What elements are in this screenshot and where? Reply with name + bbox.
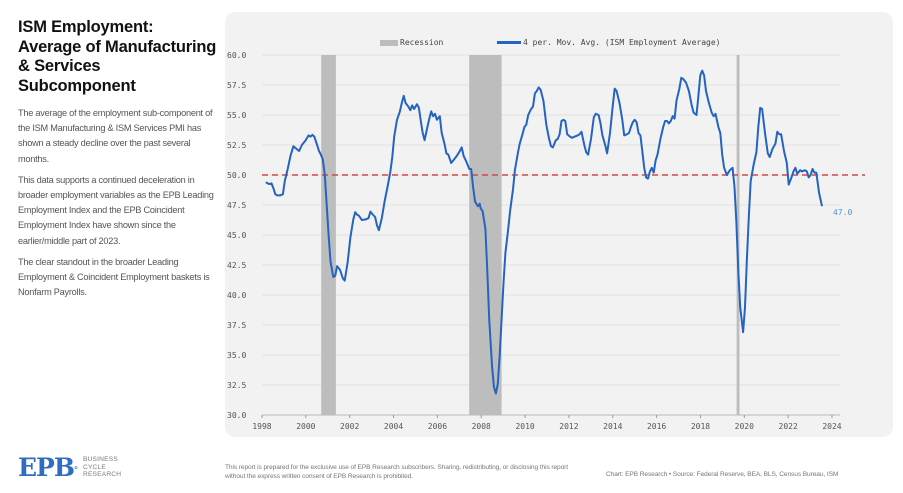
y-tick-label: 55.0 <box>227 111 246 120</box>
x-tick-label: 2010 <box>515 422 534 431</box>
chart-panel: Recession 4 per. Mov. Avg. (ISM Employme… <box>225 12 893 437</box>
description-paragraph-1: The average of the employment sub-compon… <box>18 108 213 164</box>
legend-label-series: 4 per. Mov. Avg. (ISM Employment Average… <box>523 38 721 47</box>
x-tick-label: 2020 <box>735 422 754 431</box>
last-value-label: 47.0 <box>833 208 852 217</box>
x-tick-label: 1998 <box>252 422 271 431</box>
x-tick-label: 2000 <box>296 422 315 431</box>
legend-item-recession: Recession <box>380 38 443 47</box>
y-tick-label: 32.5 <box>227 381 246 390</box>
page-title: ISM Employment: Average of Manufacturing… <box>18 18 217 95</box>
description-paragraph-2: This data supports a continued decelerat… <box>18 174 214 246</box>
series-line-ism-employment <box>265 69 823 395</box>
legend-label-recession: Recession <box>400 38 444 47</box>
source-text: Chart: EPB Research • Source: Federal Re… <box>606 471 839 478</box>
epb-logo: EPB® BUSINESS CYCLE RESEARCH <box>18 455 121 480</box>
recession-swatch-icon <box>380 39 398 46</box>
y-tick-label: 37.5 <box>227 321 246 330</box>
y-tick-label: 52.5 <box>227 141 246 150</box>
description-paragraph-3: The clear standout in the broader Leadin… <box>18 256 210 298</box>
logo-text: BUSINESS CYCLE RESEARCH <box>82 455 122 479</box>
x-tick-label: 2014 <box>603 422 622 431</box>
x-tick-label: 2004 <box>384 422 403 431</box>
y-tick-label: 47.5 <box>227 201 246 210</box>
y-tick-label: 35.0 <box>227 351 246 360</box>
disclaimer-text: This report is prepared for the exclusiv… <box>225 464 568 480</box>
y-tick-label: 30.0 <box>227 411 246 420</box>
x-tick-label: 2012 <box>559 422 578 431</box>
y-tick-label: 50.0 <box>227 171 246 180</box>
x-tick-label: 2016 <box>647 422 666 431</box>
y-tick-label: 57.5 <box>227 81 246 90</box>
x-tick-label: 2018 <box>691 422 710 431</box>
x-tick-label: 2008 <box>472 422 491 431</box>
recession-band <box>736 55 740 415</box>
x-tick-label: 2006 <box>428 422 447 431</box>
series-line-swatch-icon <box>497 41 521 44</box>
y-tick-label: 40.0 <box>227 291 246 300</box>
x-tick-label: 2002 <box>340 422 359 431</box>
chart-plot: 30.0 32.5 35.0 37.5 40.0 42.5 45.0 47.5 50.0 52.5… <box>227 51 865 431</box>
y-tick-label: 45.0 <box>227 231 246 240</box>
y-tick-label: 60.0 <box>227 51 246 60</box>
legend-item-series: 4 per. Mov. Avg. (ISM Employment Average… <box>497 38 720 47</box>
y-tick-label: 42.5 <box>227 261 246 270</box>
x-tick-label: 2024 <box>822 422 841 431</box>
sidebar: ISM Employment: Average of Manufacturing… <box>18 18 218 300</box>
logo-mark: EPB® <box>18 453 78 482</box>
chart-legend: Recession 4 per. Mov. Avg. (ISM Employme… <box>225 38 893 52</box>
x-tick-label: 2022 <box>779 422 798 431</box>
